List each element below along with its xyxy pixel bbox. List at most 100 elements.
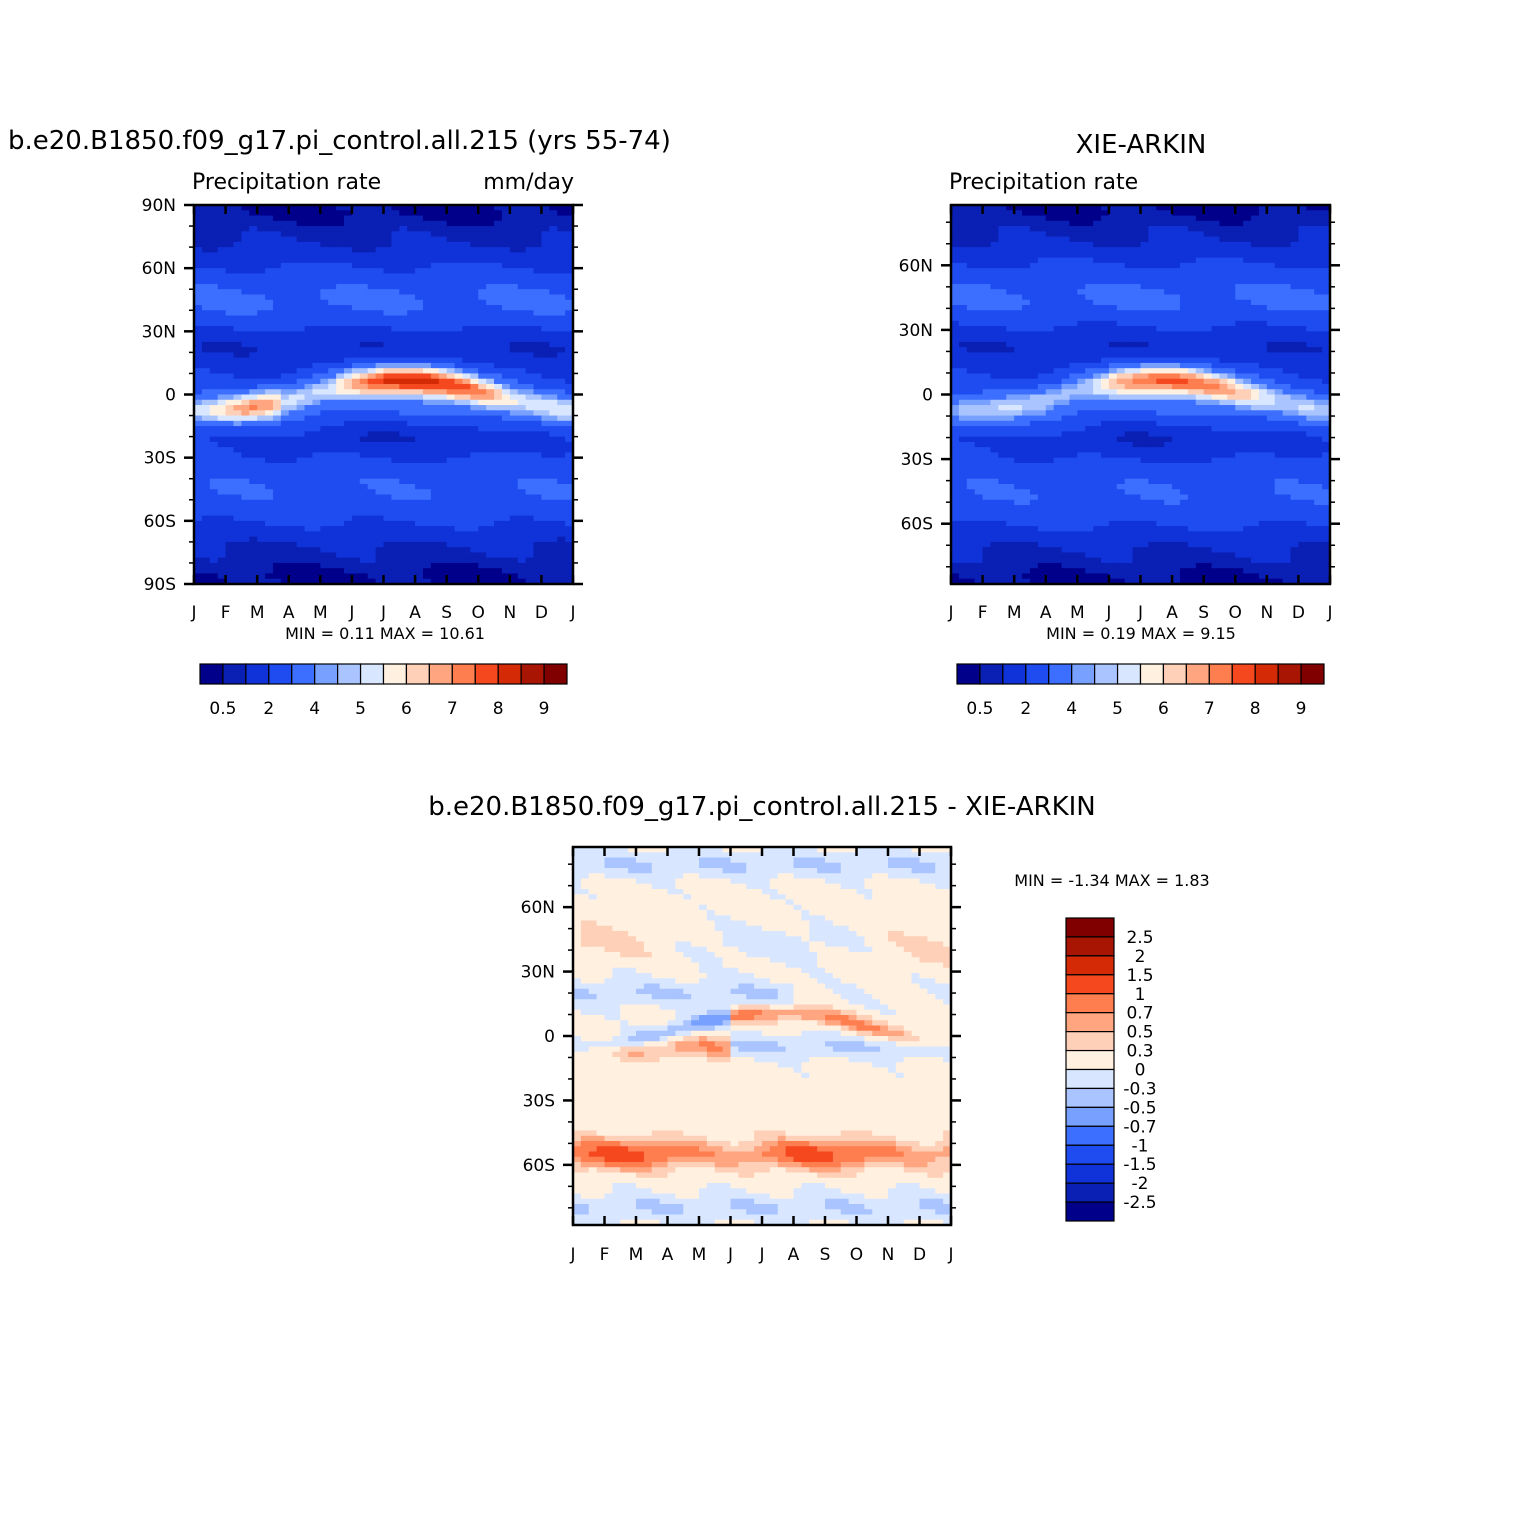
contour-cell [525, 362, 535, 369]
contour-cell [1093, 336, 1102, 343]
colorbar-box [543, 663, 568, 685]
contour-cell [422, 231, 432, 238]
contour-cell [1037, 305, 1047, 311]
contour-cell [194, 299, 203, 306]
contour-cell [407, 552, 416, 559]
contour-cell [438, 457, 448, 464]
contour-cell [1322, 352, 1331, 359]
contour-cell [541, 252, 550, 259]
contour-cell [233, 394, 242, 401]
contour-cell [549, 357, 558, 364]
contour-cell [1274, 236, 1284, 243]
contour-cell [438, 473, 448, 480]
contour-cell [1219, 252, 1228, 259]
contour-cell [265, 505, 274, 511]
contour-cell [265, 552, 274, 559]
contour-cell [486, 315, 495, 322]
contour-cell [446, 394, 456, 401]
contour-cell [478, 341, 487, 348]
contour-cell [312, 462, 321, 469]
contour-cell [225, 252, 235, 259]
contour-cell [517, 399, 527, 406]
contour-cell [951, 347, 960, 353]
contour-cell [249, 573, 258, 580]
contour-cell [1235, 310, 1244, 317]
contour-cell [194, 278, 203, 285]
contour-cell [359, 262, 369, 269]
contour-cell [209, 399, 219, 406]
contour-cell [446, 568, 456, 575]
contour-cell [998, 210, 1007, 217]
contour-cell [525, 410, 535, 417]
contour-cell [1156, 283, 1165, 290]
contour-cell [1148, 257, 1157, 264]
contour-cell [249, 357, 258, 364]
contour-cell [525, 262, 535, 269]
contour-cell [359, 241, 369, 248]
contour-cell [241, 383, 250, 390]
contour-cell [478, 452, 487, 459]
contour-cell [265, 315, 274, 322]
contour-cell [375, 362, 385, 369]
contour-cell [241, 289, 250, 296]
contour-cell [1179, 326, 1189, 332]
contour-cell [990, 226, 999, 232]
contour-cell [265, 278, 274, 285]
contour-cell [359, 310, 369, 317]
contour-cell [257, 341, 266, 348]
contour-cell [1132, 326, 1142, 332]
contour-cell [225, 557, 235, 564]
contour-cell [399, 368, 408, 375]
contour-cell [225, 405, 235, 411]
contour-cell [296, 278, 306, 285]
contour-cell [1164, 205, 1173, 211]
contour-cell [288, 357, 298, 364]
contour-cell [336, 489, 345, 496]
contour-cell [557, 294, 566, 301]
contour-cell [565, 410, 574, 417]
contour-cell [1148, 241, 1157, 248]
contour-cell [257, 441, 266, 448]
contour-cell [312, 399, 321, 406]
contour-cell [462, 383, 471, 390]
contour-cell [328, 341, 337, 348]
contour-cell [1014, 241, 1023, 248]
contour-cell [478, 289, 487, 296]
contour-cell [1085, 326, 1094, 332]
contour-cell [1124, 210, 1134, 217]
contour-cell [272, 373, 282, 380]
contour-cell [517, 499, 527, 506]
contour-cell [509, 568, 519, 575]
contour-cell [344, 326, 353, 332]
contour-cell [454, 299, 464, 306]
contour-cell [1298, 326, 1307, 332]
contour-cell [257, 383, 266, 390]
contour-cell [549, 415, 558, 422]
contour-cell [407, 231, 416, 238]
contour-cell [391, 315, 400, 322]
contour-cell [383, 462, 392, 469]
contour-cell [462, 278, 471, 285]
contour-cell [517, 510, 527, 517]
contour-cell [280, 415, 290, 422]
contour-cell [375, 357, 385, 364]
contour-cell [288, 231, 298, 238]
contour-cell [351, 489, 361, 496]
contour-cell [359, 394, 369, 401]
contour-cell [1164, 310, 1173, 317]
contour-cell [446, 405, 456, 411]
contour-cell [990, 341, 999, 348]
contour-cell [1251, 289, 1260, 296]
contour-cell [217, 436, 227, 443]
contour-cell [257, 499, 266, 506]
contour-cell [407, 520, 416, 527]
contour-cell [982, 262, 992, 269]
contour-cell [438, 494, 448, 501]
contour-cell [367, 241, 377, 248]
contour-cell [1219, 231, 1228, 238]
contour-cell [533, 241, 543, 248]
contour-cell [1219, 320, 1228, 327]
contour-cell [533, 520, 543, 527]
contour-cell [557, 552, 566, 559]
contour-cell [525, 220, 535, 227]
